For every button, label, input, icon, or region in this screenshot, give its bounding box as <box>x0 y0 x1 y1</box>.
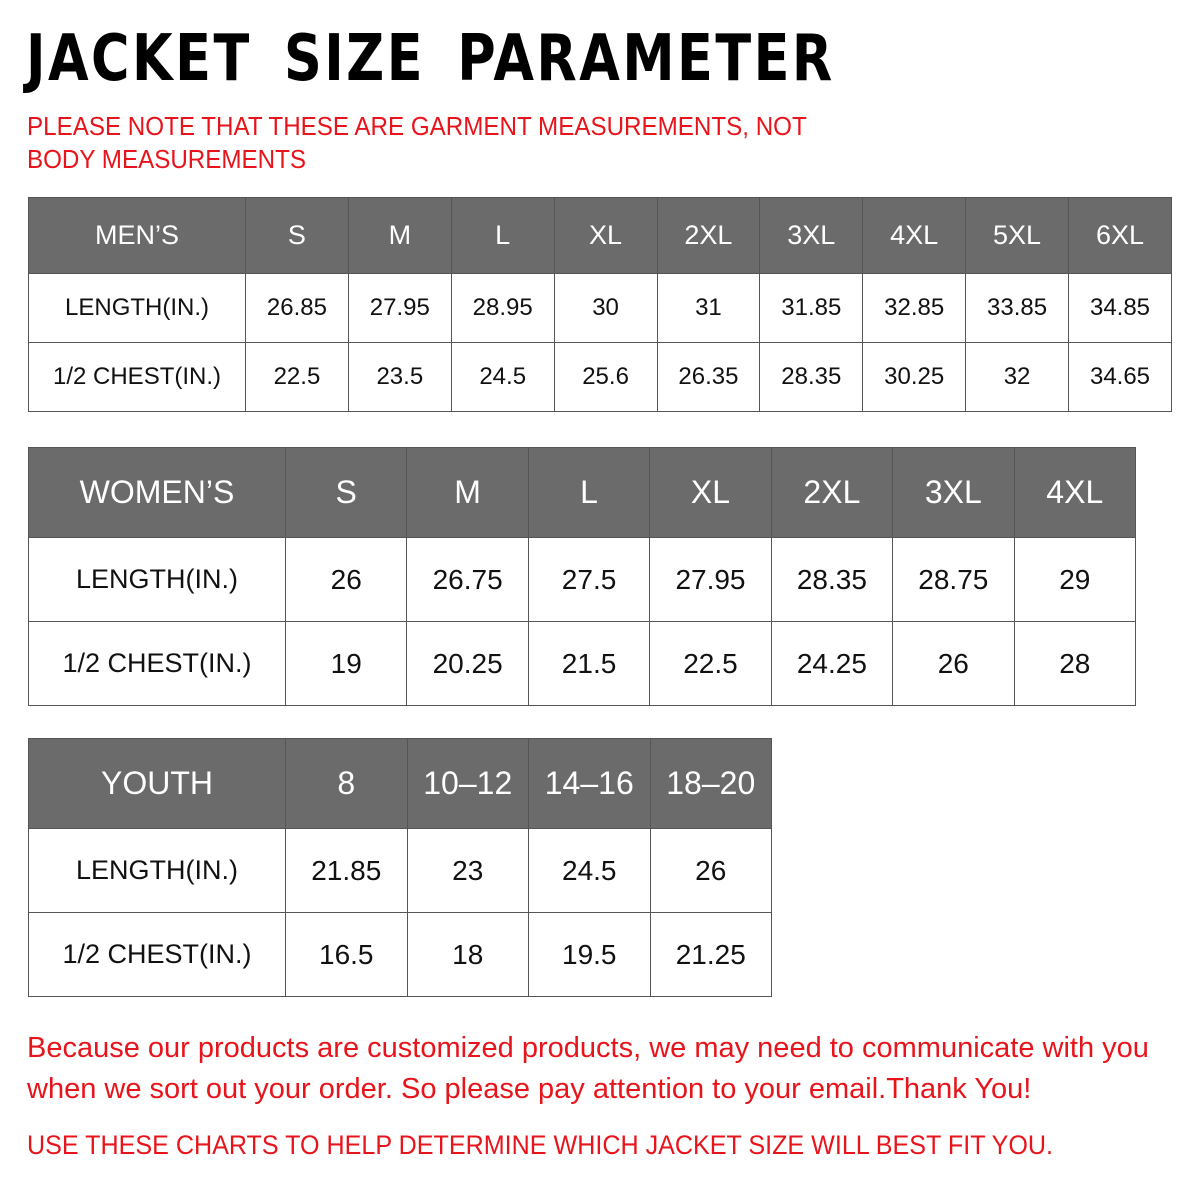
category-header: MEN’S <box>28 197 246 274</box>
footer-instruction: USE THESE CHARTS TO HELP DETERMINE WHICH… <box>27 1130 1054 1160</box>
row-label: LENGTH(IN.) <box>28 273 246 343</box>
measurement-cell: 28 <box>1013 621 1137 706</box>
size-header: 6XL <box>1068 197 1172 274</box>
table-row: 1/2 CHEST(IN.) 16.5 18 19.5 21.25 <box>28 912 772 997</box>
mens-size-table: MEN’S S M L XL 2XL 3XL 4XL 5XL 6XL LENGTH(IN.) 26.8… <box>28 197 1172 412</box>
youth-size-table: YOUTH 8 10–12 14–16 18–20 LENGTH(IN.) 21.85 23 2… <box>28 738 772 997</box>
measurement-cell: 27.5 <box>527 537 651 622</box>
measurement-cell: 31 <box>656 273 761 343</box>
table-row: LENGTH(IN.) 21.85 23 24.5 26 <box>28 828 772 913</box>
measurement-cell: 20.25 <box>406 621 529 706</box>
size-header: XL <box>553 197 658 274</box>
measurement-cell: 23 <box>406 828 529 913</box>
size-header: 2XL <box>656 197 761 274</box>
size-header: S <box>245 197 349 274</box>
measurement-cell: 24.25 <box>770 621 894 706</box>
measurement-cell: 28.95 <box>450 273 555 343</box>
measurement-cell: 18 <box>406 912 529 997</box>
header-row: WOMEN’S S M L XL 2XL 3XL 4XL <box>28 447 1137 538</box>
measurement-cell: 25.6 <box>553 342 658 412</box>
measurement-cell: 23.5 <box>347 342 452 412</box>
measurement-cell: 26 <box>892 621 1015 706</box>
measurement-cell: 21.5 <box>527 621 651 706</box>
table-row: 1/2 CHEST(IN.) 19 20.25 21.5 22.5 24.25 26 28 <box>28 621 1137 706</box>
size-header: 4XL <box>862 197 967 274</box>
size-header: 3XL <box>892 447 1015 538</box>
measurement-cell: 22.5 <box>649 621 772 706</box>
measurement-cell: 29 <box>1013 537 1137 622</box>
measurement-cell: 26 <box>649 828 772 913</box>
measurement-cell: 24.5 <box>450 342 555 412</box>
row-label: 1/2 CHEST(IN.) <box>28 912 286 997</box>
measurement-cell: 28.35 <box>759 342 864 412</box>
measurement-cell: 26.35 <box>656 342 761 412</box>
womens-size-table: WOMEN’S S M L XL 2XL 3XL 4XL LENGTH(IN.) 26 26.75 2… <box>28 447 1137 706</box>
measurement-cell: 21.25 <box>649 912 772 997</box>
size-header: L <box>450 197 555 274</box>
measurement-cell: 27.95 <box>347 273 452 343</box>
measurement-cell: 34.85 <box>1068 273 1172 343</box>
category-header: WOMEN’S <box>28 447 286 538</box>
size-header: 18–20 <box>649 738 772 829</box>
measurement-cell: 32.85 <box>862 273 967 343</box>
measurement-cell: 26.85 <box>245 273 349 343</box>
size-header: S <box>284 447 408 538</box>
measurement-cell: 26.75 <box>406 537 529 622</box>
size-header: M <box>347 197 452 274</box>
measurement-cell: 30.25 <box>862 342 967 412</box>
page-title: JACKET SIZE PARAMETER <box>26 22 835 96</box>
size-header: L <box>527 447 651 538</box>
header-row: YOUTH 8 10–12 14–16 18–20 <box>28 738 772 829</box>
measurement-cell: 28.75 <box>892 537 1015 622</box>
measurement-cell: 34.65 <box>1068 342 1172 412</box>
category-header: YOUTH <box>28 738 286 829</box>
measurement-cell: 31.85 <box>759 273 864 343</box>
measurement-cell: 22.5 <box>245 342 349 412</box>
row-label: 1/2 CHEST(IN.) <box>28 621 286 706</box>
measurement-cell: 19 <box>284 621 408 706</box>
size-header: 4XL <box>1013 447 1137 538</box>
size-header: 8 <box>285 738 408 829</box>
size-header: XL <box>649 447 772 538</box>
measurement-cell: 30 <box>553 273 658 343</box>
row-label: 1/2 CHEST(IN.) <box>28 342 246 412</box>
size-header: 5XL <box>965 197 1069 274</box>
row-label: LENGTH(IN.) <box>28 537 286 622</box>
size-header: 2XL <box>770 447 894 538</box>
size-header: 10–12 <box>406 738 529 829</box>
measurement-note: PLEASE NOTE THAT THESE ARE GARMENT MEASU… <box>27 111 807 174</box>
table-row: LENGTH(IN.) 26 26.75 27.5 27.95 28.35 28.75 29 <box>28 537 1137 622</box>
measurement-cell: 26 <box>284 537 408 622</box>
measurement-cell: 33.85 <box>965 273 1069 343</box>
table-row: LENGTH(IN.) 26.85 27.95 28.95 30 31 31.85 32.85… <box>28 273 1172 343</box>
measurement-cell: 16.5 <box>285 912 408 997</box>
size-header: 14–16 <box>528 738 651 829</box>
measurement-cell: 19.5 <box>528 912 651 997</box>
measurement-cell: 27.95 <box>649 537 772 622</box>
row-label: LENGTH(IN.) <box>28 828 286 913</box>
measurement-cell: 21.85 <box>285 828 408 913</box>
header-row: MEN’S S M L XL 2XL 3XL 4XL 5XL 6XL <box>28 197 1172 274</box>
footer-message: Because our products are customized prod… <box>27 1032 1149 1105</box>
size-header: M <box>406 447 529 538</box>
measurement-cell: 24.5 <box>528 828 651 913</box>
size-header: 3XL <box>759 197 864 274</box>
measurement-cell: 28.35 <box>770 537 894 622</box>
measurement-cell: 32 <box>965 342 1069 412</box>
table-row: 1/2 CHEST(IN.) 22.5 23.5 24.5 25.6 26.35 28.35… <box>28 342 1172 412</box>
